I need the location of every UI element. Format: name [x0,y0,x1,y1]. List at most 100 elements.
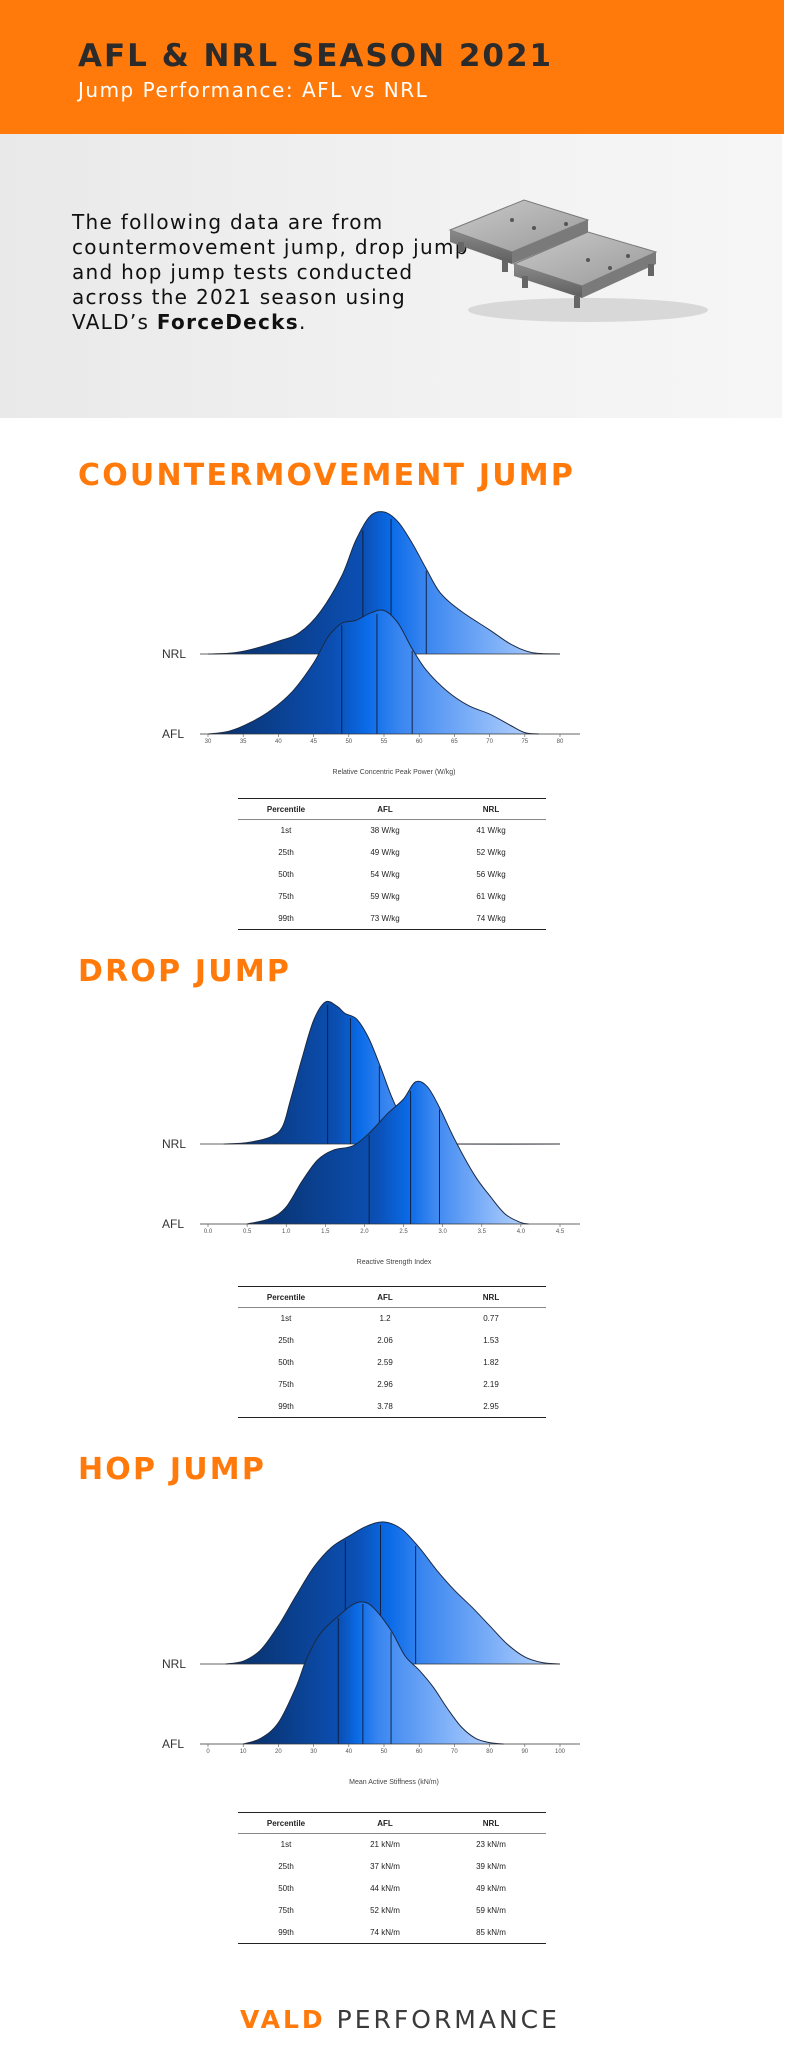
density-outline-afl [207,609,539,735]
cell-nrl: 41 W/kg [476,826,506,836]
table-row: 25th 37 kN/m 39 kN/m [238,1856,546,1878]
cell-afl: 49 W/kg [370,848,400,857]
series-label-nrl: NRL [162,1137,186,1151]
x-tick-label: 65 [451,739,458,745]
table-row: 50th 2.59 1.82 [238,1352,546,1374]
x-tick-label: 90 [521,1749,528,1755]
cell-afl: 2.96 [377,1380,393,1389]
x-axis-label: Mean Active Stiffness (kN/m) [349,1779,439,1786]
x-tick-label: 3.0 [438,1229,447,1235]
x-tick-label: 50 [381,1749,388,1755]
cell-percentile: 50th [278,1884,294,1893]
intro-panel: The following data are from countermovem… [0,134,782,418]
x-tick-label: 0.0 [204,1229,213,1235]
x-tick-label: 70 [486,739,493,745]
density-area-afl [243,1601,504,1744]
drop-jump-ridgeline-chart: NRL AFL 0.0 0.5 1.0 1.5 2.0 2.5 3.0 3.5 4.0 4.5 Reac… [162,1000,580,1266]
table-row: 1st 21 kN/m 23 kN/m [238,1834,546,1856]
cell-nrl: 61 W/kg [476,892,506,901]
col-header-percentile: Percentile [238,1812,334,1834]
series-label-afl: AFL [162,1217,184,1231]
x-tick-label: 1.5 [321,1229,330,1235]
density-afl: AFL [162,1601,580,1751]
x-tick-label: 80 [486,1749,493,1755]
cell-nrl: 1.82 [483,1358,499,1367]
x-tick-label: 0 [206,1749,210,1755]
cell-afl: 1.2 [379,1314,391,1324]
cell-percentile: 99th [238,907,334,930]
x-axis-label: Relative Concentric Peak Power (W/kg) [333,769,456,776]
series-label-afl: AFL [162,727,184,741]
cell-afl: 59 W/kg [370,892,400,901]
x-tick-label: 35 [240,739,247,745]
x-tick-label: 10 [240,1749,247,1755]
x-tick-label: 1.0 [282,1229,291,1235]
col-header-afl: AFL [334,798,436,820]
x-tick-label: 40 [345,1749,352,1755]
cell-nrl: 2.19 [483,1380,499,1389]
cell-percentile: 99th [238,1395,334,1418]
section-title-hop-jump: HOP JUMP [78,1452,267,1487]
x-tick-label: 3.5 [478,1229,487,1235]
cell-percentile: 25th [278,1862,294,1871]
density-outline-afl [243,1601,504,1745]
x-tick-label: 2.5 [399,1229,408,1235]
table-row: 75th 2.96 2.19 [238,1374,546,1396]
drop-jump-percentile-table: Percentile AFL NRL 1st 1.2 0.77 25th 2.06 1.… [238,1286,546,1418]
x-axis-label: Reactive Strength Index [357,1259,432,1266]
x-tick-label: 0.5 [243,1229,252,1235]
cell-nrl: 52 W/kg [476,848,506,857]
table-row: 50th 54 W/kg 56 W/kg [238,864,546,886]
cell-percentile: 50th [278,1358,294,1367]
table-header-row: Percentile AFL NRL [238,798,546,820]
cell-afl: 38 W/kg [370,826,400,836]
x-axis: 0 10 20 30 40 50 60 70 80 90 100 [206,1744,566,1755]
x-tick-label: 30 [205,739,212,745]
table-header-row: Percentile AFL NRL [238,1286,546,1308]
cell-percentile: 75th [278,892,294,901]
x-tick-label: 40 [275,739,282,745]
intro-end: . [298,310,307,334]
cell-afl: 44 kN/m [370,1884,400,1893]
density-afl: AFL [162,1080,580,1231]
header-banner: AFL & NRL SEASON 2021 Jump Performance: … [0,0,784,134]
table-row: 99th 3.78 2.95 [238,1395,546,1418]
cmj-percentile-table: Percentile AFL NRL 1st 38 W/kg 41 W/kg 25t… [238,798,546,930]
density-outline-nrl [225,1521,561,1665]
cell-percentile: 1st [280,1840,292,1850]
cell-afl: 2.06 [377,1336,393,1345]
table-row: 1st 38 W/kg 41 W/kg [238,820,546,842]
cell-nrl: 2.95 [436,1395,546,1418]
cell-afl: 37 kN/m [370,1862,400,1871]
x-axis: 30 35 40 45 50 55 60 65 70 75 80 [205,734,564,745]
density-outline-nrl [207,511,561,655]
col-header-percentile: Percentile [238,1286,334,1308]
x-tick-label: 100 [555,1749,566,1755]
table-row: 1st 1.2 0.77 [238,1308,546,1330]
density-area-afl [208,609,539,734]
cell-percentile: 1st [280,1314,292,1324]
density-outline-afl [246,1080,529,1225]
section-title-cmj: COUNTERMOVEMENT JUMP [78,458,576,493]
cell-afl: 74 kN/m [334,1921,436,1944]
cell-percentile: 1st [280,826,292,836]
hop-jump-percentile-table: Percentile AFL NRL 1st 21 kN/m 23 kN/m 25t… [238,1812,546,1944]
cmj-ridgeline-chart: NRL AFL 30 35 40 45 50 55 60 65 70 75 80 Relative Con… [162,511,580,776]
cell-afl: 54 W/kg [370,870,400,879]
density-area-nrl [223,1001,560,1145]
density-afl: AFL [162,609,580,741]
table-header-row: Percentile AFL NRL [238,1812,546,1834]
x-tick-label: 50 [345,739,352,745]
col-header-nrl: NRL [436,1286,546,1308]
cell-percentile: 99th [238,1921,334,1944]
cell-nrl: 0.77 [483,1314,499,1324]
cell-nrl: 59 kN/m [476,1906,506,1915]
cell-percentile: 75th [278,1380,294,1389]
page-subtitle: Jump Performance: AFL vs NRL [78,78,429,102]
x-tick-label: 75 [521,739,528,745]
col-header-nrl: NRL [436,1812,546,1834]
forcedecks-plates-image [448,199,708,322]
density-area-afl [247,1081,529,1224]
series-label-afl: AFL [162,1737,184,1751]
vald-performance-logo: VALD PERFORMANCE [240,2005,560,2034]
